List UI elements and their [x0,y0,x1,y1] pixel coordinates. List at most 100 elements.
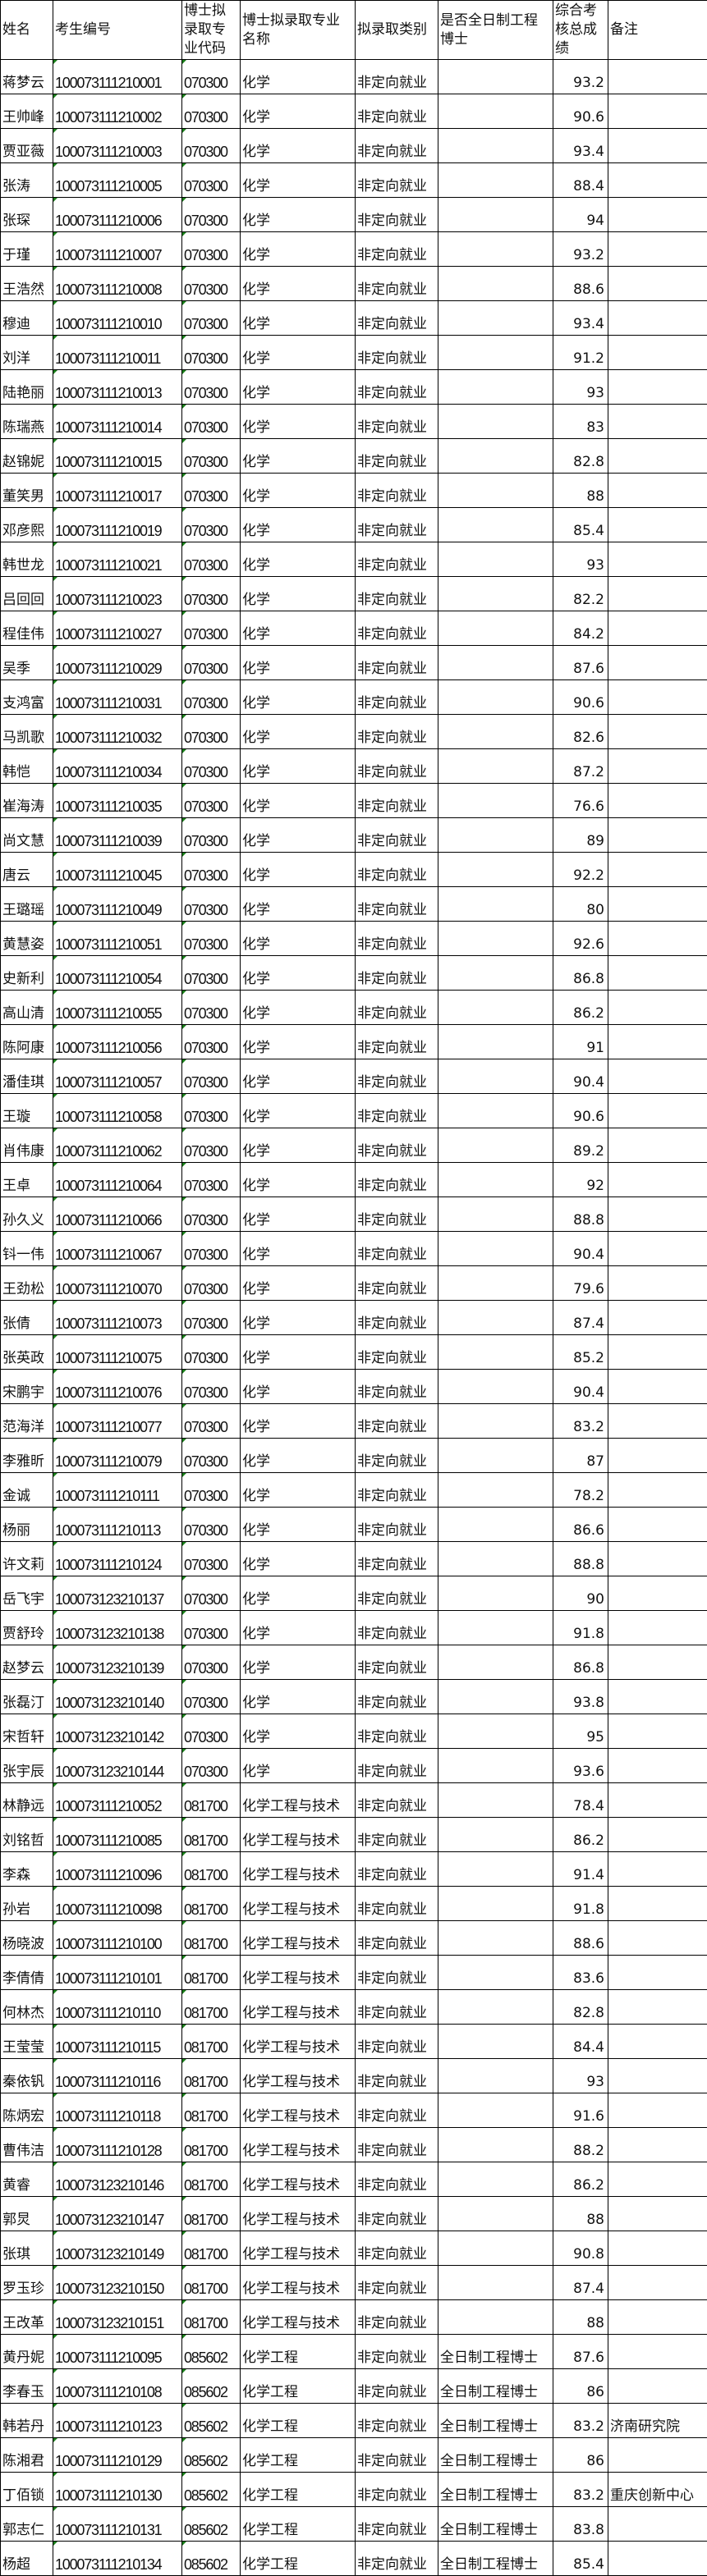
name-cell: 王莹莹 [1,2025,53,2059]
fulltime-engineering-cell [438,1439,553,1473]
admission-type-cell: 非定向就业 [356,1404,438,1439]
admission-type-cell: 非定向就业 [356,2197,438,2231]
candidate-id-cell: 100073123210142 [53,1714,182,1749]
major-code-cell: 070300 [182,1232,241,1266]
fulltime-engineering-cell [438,1956,553,1990]
admission-type-cell: 非定向就业 [356,1818,438,1852]
score-cell: 88 [553,474,608,508]
name-cell: 范海洋 [1,1404,53,1439]
major-code-cell: 085602 [182,2507,241,2542]
major-code-cell: 070300 [182,1094,241,1128]
score-cell: 87.4 [553,2266,608,2300]
remarks-cell [608,749,707,784]
remarks-cell [608,991,707,1025]
fulltime-engineering-cell [438,301,553,336]
remarks-cell [608,301,707,336]
admission-type-cell: 非定向就业 [356,542,438,577]
candidate-id-cell: 100073111210023 [53,577,182,611]
fulltime-engineering-cell [438,749,553,784]
major-code-cell: 070300 [182,1473,241,1508]
admission-type-cell: 非定向就业 [356,853,438,887]
name-cell: 吕回回 [1,577,53,611]
name-cell: 李春玉 [1,2369,53,2404]
candidate-id-cell: 100073111210115 [53,2025,182,2059]
score-cell: 79.6 [553,1266,608,1301]
candidate-id-cell: 100073123210147 [53,2197,182,2231]
name-cell: 董笑男 [1,474,53,508]
major-code-cell: 070300 [182,1128,241,1163]
score-cell: 88.8 [553,1197,608,1232]
name-cell: 王璇 [1,1094,53,1128]
remarks-cell [608,2507,707,2542]
major-code-cell: 070300 [182,94,241,129]
remarks-cell [608,2025,707,2059]
name-cell: 潘佳琪 [1,1059,53,1094]
candidate-id-cell: 100073123210138 [53,1611,182,1645]
major-name-cell: 化学 [241,1232,356,1266]
name-cell: 陈阿康 [1,1025,53,1059]
admission-type-cell: 非定向就业 [356,646,438,680]
name-cell: 金诚 [1,1473,53,1508]
major-name-cell: 化学 [241,439,356,474]
major-code-cell: 081700 [182,1990,241,2025]
candidate-id-cell: 100073111210039 [53,818,182,853]
fulltime-engineering-cell [438,336,553,370]
candidate-id-cell: 100073111210130 [53,2473,182,2507]
name-cell: 李雅昕 [1,1439,53,1473]
remarks-cell [608,611,707,646]
fulltime-engineering-cell [438,60,553,94]
name-cell: 程佳伟 [1,611,53,646]
admission-type-cell: 非定向就业 [356,1059,438,1094]
major-name-cell: 化学 [241,887,356,922]
name-cell: 贾舒玲 [1,1611,53,1645]
admission-type-cell: 非定向就业 [356,2369,438,2404]
score-cell: 91.8 [553,1611,608,1645]
header-admission-type: 拟录取类别 [356,1,438,60]
remarks-cell [608,1921,707,1956]
admission-type-cell: 非定向就业 [356,198,438,232]
major-name-cell: 化学 [241,1335,356,1370]
name-cell: 杨超 [1,2542,53,2576]
score-cell: 92.2 [553,853,608,887]
fulltime-engineering-cell [438,198,553,232]
major-code-cell: 081700 [182,2025,241,2059]
admission-type-cell: 非定向就业 [356,474,438,508]
header-remarks: 备注 [608,1,707,60]
major-code-cell: 070300 [182,1439,241,1473]
remarks-cell [608,715,707,749]
name-cell: 韩世龙 [1,542,53,577]
major-code-cell: 070300 [182,60,241,94]
major-name-cell: 化学 [241,301,356,336]
remarks-cell [608,887,707,922]
major-code-cell: 085602 [182,2335,241,2369]
admission-type-cell: 非定向就业 [356,405,438,439]
remarks-cell [608,1404,707,1439]
remarks-cell [608,646,707,680]
name-cell: 张倩 [1,1301,53,1335]
name-cell: 刘铭哲 [1,1818,53,1852]
admission-type-cell: 非定向就业 [356,1232,438,1266]
candidate-id-cell: 100073111210027 [53,611,182,646]
fulltime-engineering-cell [438,1680,553,1714]
candidate-id-cell: 100073111210096 [53,1852,182,1887]
fulltime-engineering-cell [438,1128,553,1163]
major-name-cell: 化学 [241,1404,356,1439]
major-code-cell: 070300 [182,542,241,577]
fulltime-engineering-cell [438,1887,553,1921]
major-name-cell: 化学 [241,1128,356,1163]
candidate-id-cell: 100073111210118 [53,2093,182,2128]
major-name-cell: 化学 [241,1714,356,1749]
fulltime-engineering-cell [438,1783,553,1818]
major-code-cell: 070300 [182,749,241,784]
